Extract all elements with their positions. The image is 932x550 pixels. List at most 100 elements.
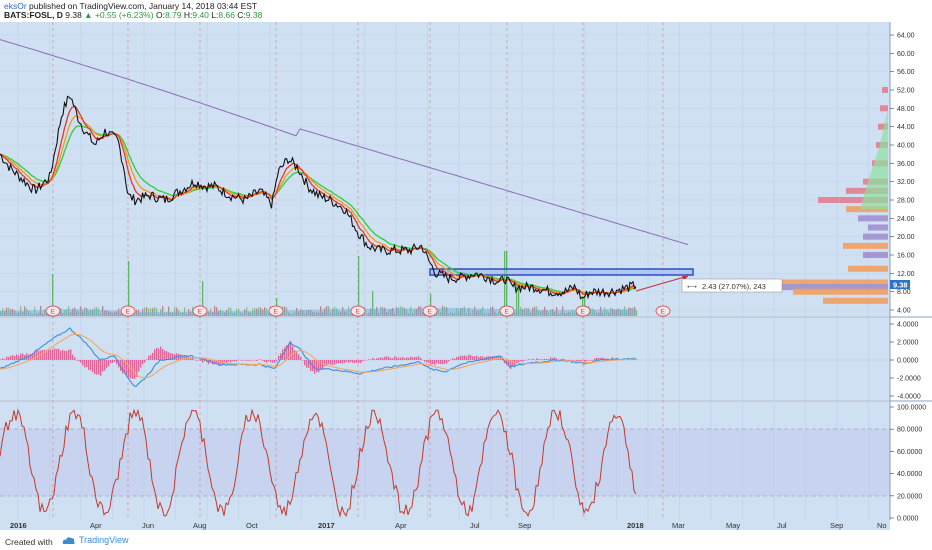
- macd-hist-bar: [418, 356, 420, 360]
- macd-hist-bar: [188, 357, 190, 360]
- macd-hist-bar: [244, 360, 246, 361]
- time-axis[interactable]: 2016 Apr Jun Aug Oct 2017 Apr Jul Sep 2018 Mar May J…: [10, 521, 887, 530]
- macd-hist-bar: [454, 358, 456, 360]
- price-candles[interactable]: [0, 95, 637, 300]
- macd-pane[interactable]: [0, 318, 890, 400]
- price-tick-label: 40.00: [897, 143, 915, 150]
- macd-hist-bar: [260, 359, 262, 361]
- macd-hist-bar: [388, 356, 390, 360]
- author-link[interactable]: eksOr: [4, 1, 27, 11]
- chart-svg[interactable]: E E E E E E E E E ⟷ 2.43 (27.07%), 243 64.00 60.0…: [0, 22, 932, 530]
- macd-hist-bar: [444, 360, 446, 364]
- time-axis-label: Sep: [518, 521, 531, 530]
- macd-hist-bar: [290, 340, 292, 360]
- macd-hist-bar: [590, 360, 592, 361]
- macd-hist-bar: [266, 360, 268, 363]
- macd-hist-bar: [368, 359, 370, 360]
- macd-hist-bar: [122, 360, 124, 374]
- macd-hist-bar: [270, 360, 272, 363]
- time-axis-bg: [0, 520, 890, 530]
- price-tick-label: 8.00: [897, 289, 911, 296]
- macd-hist-bar: [558, 359, 560, 361]
- macd-hist-bar: [416, 356, 418, 360]
- macd-hist-bar: [154, 349, 156, 360]
- resistance-zone[interactable]: [429, 268, 694, 276]
- macd-histogram: [0, 340, 638, 379]
- macd-hist-bar: [396, 357, 398, 360]
- macd-hist-bar: [518, 360, 520, 363]
- macd-hist-bar: [182, 355, 184, 360]
- macd-hist-bar: [280, 353, 282, 360]
- macd-hist-bar: [568, 360, 570, 361]
- earnings-marker: [192, 305, 208, 317]
- macd-hist-bar: [36, 350, 38, 360]
- macd-hist-bar: [184, 355, 186, 360]
- macd-hist-bar: [510, 360, 512, 369]
- macd-hist-bar: [522, 360, 524, 362]
- macd-hist-bar: [526, 359, 528, 361]
- macd-hist-bar: [64, 350, 66, 360]
- macd-hist-bar: [78, 360, 80, 362]
- chart-area[interactable]: E E E E E E E E E ⟷ 2.43 (27.07%), 243 64.00 60.0…: [0, 22, 932, 530]
- earnings-marker-label: E: [274, 309, 279, 316]
- volume-bar: [162, 306, 164, 316]
- macd-hist-bar: [404, 358, 406, 360]
- macd-signal-line[interactable]: [0, 333, 637, 379]
- macd-hist-bar: [82, 360, 84, 366]
- macd-hist-bar: [16, 354, 18, 360]
- macd-hist-bar: [390, 357, 392, 360]
- volume-profile-bar: [858, 215, 888, 222]
- macd-hist-bar: [608, 358, 610, 360]
- stoch-axis[interactable]: 100.0000 80.0000 60.0000 40.0000 20.0000 0.00…: [890, 405, 926, 523]
- tradingview-logo[interactable]: TradingView: [62, 535, 129, 545]
- macd-hist-bar: [318, 360, 320, 373]
- macd-hist-bar: [278, 355, 280, 360]
- macd-hist-bar: [440, 360, 442, 365]
- macd-hist-bar: [12, 355, 14, 360]
- macd-hist-bar: [370, 359, 372, 361]
- macd-hist-bar: [478, 356, 480, 360]
- macd-hist-bar: [50, 349, 52, 360]
- macd-hist-bar: [562, 358, 564, 360]
- macd-hist-bar: [532, 358, 534, 360]
- macd-hist-bar: [554, 357, 556, 360]
- macd-hist-bar: [72, 354, 74, 360]
- macd-hist-bar: [402, 356, 404, 360]
- volume-profile-bar: [818, 197, 888, 203]
- macd-hist-bar: [14, 356, 16, 360]
- time-axis-label: Oct: [246, 521, 259, 530]
- macd-hist-bar: [212, 360, 214, 365]
- macd-hist-bar: [466, 356, 468, 360]
- macd-axis[interactable]: 4.0000 2.0000 0.0000 -2.0000 -4.0000: [890, 322, 921, 401]
- macd-hist-bar: [104, 360, 106, 371]
- macd-tick-label: -2.0000: [897, 376, 921, 383]
- price-axis[interactable]: 64.00 60.00 56.00 52.00 48.00 44.00 40.00 36.00…: [890, 33, 915, 315]
- stoch-line[interactable]: [0, 408, 637, 518]
- macd-hist-bar: [468, 354, 470, 360]
- macd-hist-bar: [602, 357, 604, 360]
- macd-hist-bar: [114, 360, 116, 362]
- time-axis-label: Jul: [470, 521, 480, 530]
- volume-profile-fill: [860, 108, 888, 210]
- macd-hist-bar: [594, 358, 596, 360]
- macd-hist-bar: [162, 349, 164, 360]
- macd-hist-bar: [352, 360, 354, 363]
- macd-hist-bar: [112, 360, 114, 363]
- macd-hist-bar: [574, 360, 576, 361]
- macd-hist-bar: [604, 358, 606, 360]
- macd-hist-bar: [596, 357, 598, 360]
- macd-hist-bar: [586, 360, 588, 362]
- macd-hist-bar: [232, 360, 234, 362]
- sma200-line[interactable]: [0, 39, 689, 246]
- macd-hist-bar: [512, 360, 514, 366]
- price-pane[interactable]: [0, 22, 890, 316]
- macd-hist-bar: [480, 356, 482, 360]
- volume-profile-bar: [863, 233, 888, 240]
- macd-hist-bar: [332, 360, 334, 365]
- macd-hist-bar: [442, 360, 444, 365]
- projection-arrow[interactable]: [635, 275, 689, 292]
- macd-hist-bar: [132, 360, 134, 379]
- macd-hist-bar: [462, 355, 464, 360]
- macd-hist-bar: [360, 360, 362, 364]
